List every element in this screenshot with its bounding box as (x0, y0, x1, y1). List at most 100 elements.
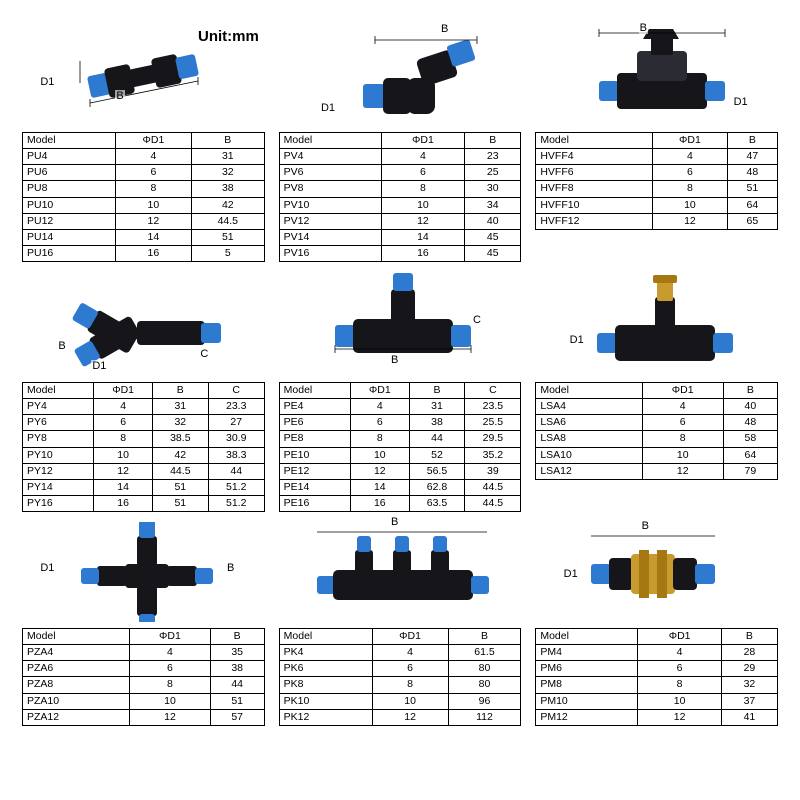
col-header: ΦD1 (372, 629, 448, 645)
col-header: B (721, 629, 777, 645)
col-header: Model (536, 629, 638, 645)
col-header: ΦD1 (381, 133, 465, 149)
cell-pza: D1 B ModelΦD1BPZA4435PZA6638PZA8844PZA10… (22, 518, 265, 726)
table-row: PZA4435 (23, 645, 265, 661)
table-hvff: ModelΦD1BHVFF4447HVFF6648HVFF8851HVFF101… (535, 132, 778, 230)
table-row: PE10105235.2 (279, 447, 521, 463)
table-row: LSA101064 (536, 447, 778, 463)
table-row: PV101034 (279, 197, 521, 213)
dim-c: C (199, 348, 209, 360)
dim-b: B (115, 90, 124, 102)
table-row: PU141451 (23, 229, 265, 245)
table-row: PV121240 (279, 213, 521, 229)
table-lsa: ModelΦD1BLSA4440LSA6648LSA8858LSA101064L… (535, 382, 778, 480)
fitting-image-py: B D1 C (33, 268, 253, 380)
fitting-image-pe: B C (290, 268, 510, 380)
cell-lsa: D1 ModelΦD1BLSA4440LSA6648LSA8858LSA1010… (535, 268, 778, 512)
cell-pe: B C ModelΦD1BCPE443123.5PE663825.5PE8844… (279, 268, 522, 512)
table-pu: ModelΦD1BPU4431PU6632PU8838PU101042PU121… (22, 132, 265, 262)
table-row: LSA4440 (536, 399, 778, 415)
table-row: PZA121257 (23, 709, 265, 725)
table-py: ModelΦD1BCPY443123.3PY663227PY8838.530.9… (22, 382, 265, 512)
table-row: PV4423 (279, 149, 521, 165)
table-row: PZA101051 (23, 693, 265, 709)
table-row: HVFF101064 (536, 197, 778, 213)
dim-b: B (57, 340, 66, 352)
dim-d1: D1 (733, 96, 749, 108)
table-row: PM6629 (536, 661, 778, 677)
table-row: PE884429.5 (279, 431, 521, 447)
col-header: ΦD1 (642, 383, 723, 399)
table-row: PZA8844 (23, 677, 265, 693)
fitting-image-hvff: B D1 (547, 22, 767, 130)
table-row: PM101037 (536, 693, 778, 709)
dim-d1: D1 (91, 360, 107, 372)
table-row: PK6680 (279, 661, 521, 677)
table-row: PU8838 (23, 181, 265, 197)
table-row: PU16165 (23, 245, 265, 261)
col-header: B (448, 629, 521, 645)
table-row: PZA6638 (23, 661, 265, 677)
table-row: HVFF6648 (536, 165, 778, 181)
dim-b: B (226, 562, 235, 574)
table-row: PE663825.5 (279, 415, 521, 431)
table-row: PV8830 (279, 181, 521, 197)
col-header: B (191, 133, 264, 149)
table-row: PY14145151.2 (23, 479, 265, 495)
dim-b: B (390, 516, 399, 528)
cell-hvff: B D1 ModelΦD1BHVFF4447HVFF6648HVFF8851HV… (535, 22, 778, 262)
table-row: PU4431 (23, 149, 265, 165)
col-header: C (208, 383, 264, 399)
table-row: PV161645 (279, 245, 521, 261)
dim-d1: D1 (39, 76, 55, 88)
table-row: PY121244.544 (23, 463, 265, 479)
fitting-image-pm: D1 B (547, 518, 767, 626)
table-row: LSA8858 (536, 431, 778, 447)
cell-pv: D1 B ModelΦD1BPV4423PV6625PV8830PV101034… (279, 22, 522, 262)
col-header: ΦD1 (130, 629, 210, 645)
table-pe: ModelΦD1BCPE443123.5PE663825.5PE884429.5… (279, 382, 522, 512)
table-pm: ModelΦD1BPM4428PM6629PM8832PM101037PM121… (535, 628, 778, 726)
table-row: PY443123.3 (23, 399, 265, 415)
col-header: Model (23, 133, 116, 149)
table-row: PY10104238.3 (23, 447, 265, 463)
table-pk: ModelΦD1BPK4461.5PK6680PK8880PK101096PK1… (279, 628, 522, 726)
table-row: PV6625 (279, 165, 521, 181)
col-header: B (409, 383, 465, 399)
col-header: ΦD1 (653, 133, 728, 149)
dim-c: C (472, 314, 482, 326)
table-row: HVFF8851 (536, 181, 778, 197)
col-header: B (723, 383, 777, 399)
table-row: LSA121279 (536, 463, 778, 479)
table-row: PK1212112 (279, 709, 521, 725)
table-row: PU101042 (23, 197, 265, 213)
table-row: HVFF121265 (536, 213, 778, 229)
col-header: ΦD1 (115, 133, 191, 149)
dim-b: B (440, 23, 449, 35)
table-row: PM8832 (536, 677, 778, 693)
table-row: PY8838.530.9 (23, 431, 265, 447)
col-header: Model (536, 133, 653, 149)
col-header: ΦD1 (351, 383, 409, 399)
table-row: HVFF4447 (536, 149, 778, 165)
table-row: PE141462.844.5 (279, 479, 521, 495)
fitting-image-lsa: D1 (547, 268, 767, 380)
dim-d1: D1 (563, 568, 579, 580)
table-pv: ModelΦD1BPV4423PV6625PV8830PV101034PV121… (279, 132, 522, 262)
col-header: Model (279, 133, 381, 149)
dim-b: B (641, 520, 650, 532)
table-row: PK4461.5 (279, 645, 521, 661)
col-header: Model (279, 629, 372, 645)
dim-d1: D1 (320, 102, 336, 114)
spec-grid: D1 B ModelΦD1BPU4431PU6632PU8838PU101042… (0, 0, 800, 736)
dim-d1: D1 (39, 562, 55, 574)
col-header: Model (23, 383, 94, 399)
col-header: B (210, 629, 264, 645)
table-row: PE161663.544.5 (279, 495, 521, 511)
col-header: Model (23, 629, 130, 645)
col-header: ΦD1 (94, 383, 152, 399)
fitting-image-pza: D1 B (33, 518, 253, 626)
table-row: PU121244.5 (23, 213, 265, 229)
col-header: B (465, 133, 521, 149)
fitting-image-pk: B (290, 518, 510, 626)
